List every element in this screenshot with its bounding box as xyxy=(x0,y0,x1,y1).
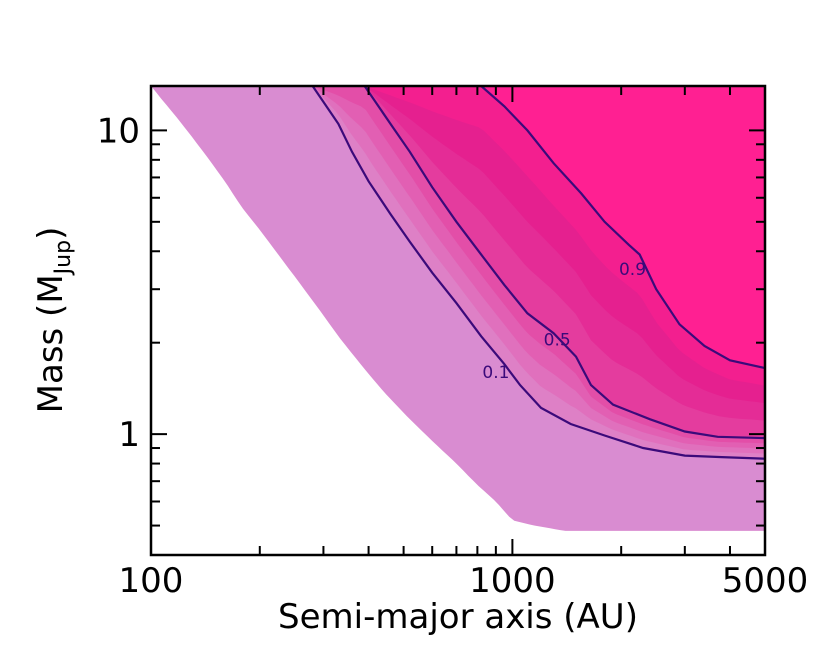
contour-line-0.1 xyxy=(311,86,765,460)
x-tick-labels: 100 1000 5000 xyxy=(119,561,809,601)
x-tick-label-100: 100 xyxy=(119,561,184,601)
x-axis-title: Semi-major axis (AU) xyxy=(278,597,638,637)
fill-level-9 xyxy=(151,86,765,369)
y-tick-labels: 1 10 xyxy=(97,111,140,455)
contour-label-0.9: 0.9 xyxy=(619,260,646,280)
y-tick-label-1: 1 xyxy=(118,415,140,455)
y-axis-title-close: ) xyxy=(31,227,71,240)
contour-line-0.9 xyxy=(480,86,765,370)
contour-line-0.5 xyxy=(363,86,765,440)
plot-frame xyxy=(149,84,767,557)
probability-fill-layers xyxy=(151,86,765,531)
contour-lines xyxy=(311,86,765,460)
y-axis-title-subscript: Jup xyxy=(51,240,76,276)
y-axis-title-main: Mass (M xyxy=(31,274,71,413)
axis-ticks xyxy=(150,86,766,555)
y-tick-label-10: 10 xyxy=(97,111,140,151)
contour-label-0.1: 0.1 xyxy=(482,363,509,383)
contour-labels: 0.1 0.5 0.9 xyxy=(482,260,646,383)
x-tick-label-5000: 5000 xyxy=(722,561,809,601)
y-axis-title: Mass (MJup) xyxy=(31,227,76,414)
x-tick-label-1000: 1000 xyxy=(469,561,556,601)
contour-label-0.5: 0.5 xyxy=(544,330,571,350)
